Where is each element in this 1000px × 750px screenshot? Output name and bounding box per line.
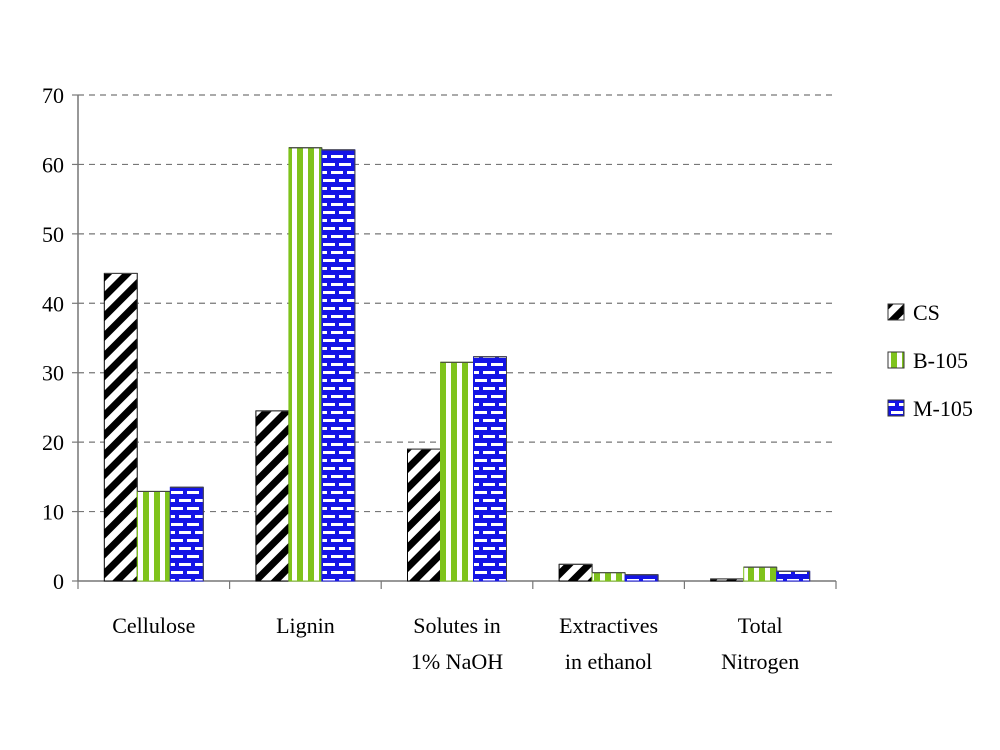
x-category-label: in ethanol [565, 649, 652, 674]
x-category-label: Lignin [276, 613, 335, 638]
x-category-label: Solutes in [413, 613, 500, 638]
legend-swatch-b-105 [887, 351, 905, 369]
bar-m-105 [473, 356, 507, 582]
bar-m-105 [776, 570, 811, 582]
y-tick-label: 60 [42, 152, 64, 177]
x-category-label: Extractives [559, 613, 658, 638]
y-tick-label: 0 [53, 569, 64, 594]
y-tick-label: 30 [42, 361, 64, 386]
legend-label: CS [913, 300, 940, 325]
legend-label: M-105 [913, 396, 973, 421]
bar-b-105 [440, 361, 474, 582]
bar-cs [103, 272, 138, 582]
bar-cs [407, 448, 441, 582]
y-tick-label: 10 [42, 500, 64, 525]
axis-labels: 0 10 20 30 40 50 60 70 Cellulose Lignin Solutes in… [42, 83, 799, 674]
bar-b-105 [591, 572, 626, 582]
y-tick-label: 40 [42, 291, 64, 316]
bar-b-105 [136, 490, 171, 582]
bar-b-105 [288, 147, 323, 582]
bar-m-105 [624, 574, 659, 582]
bar-m-105 [321, 149, 356, 582]
legend-label: B-105 [913, 348, 968, 373]
legend-swatch-cs [887, 303, 905, 321]
y-tick-label: 50 [42, 222, 64, 247]
x-category-label: Nitrogen [721, 649, 799, 674]
x-category-label: 1% NaOH [411, 649, 503, 674]
y-tick-label: 70 [42, 83, 64, 108]
bars [103, 147, 811, 582]
legend: CS B-105 M-105 [887, 300, 973, 421]
legend-swatch-m-105 [887, 399, 905, 417]
bar-cs [255, 410, 290, 582]
x-category-label: Cellulose [112, 613, 195, 638]
bar-m-105 [169, 486, 204, 582]
x-category-label: Total [738, 613, 783, 638]
bar-b-105 [743, 566, 778, 582]
y-tick-label: 20 [42, 430, 64, 455]
bar-cs [558, 563, 593, 582]
